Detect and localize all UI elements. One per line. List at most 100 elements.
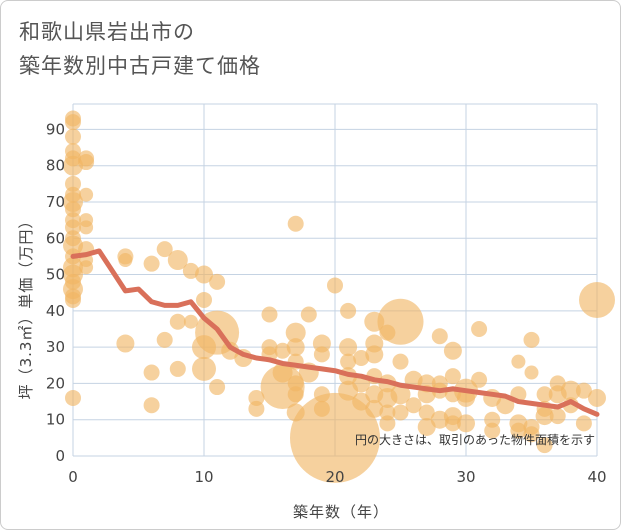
bubble-point bbox=[221, 341, 240, 360]
size-note: 円の大きさは、取引のあった物件面積を示す bbox=[355, 432, 595, 447]
bubble-point bbox=[261, 306, 278, 323]
bubble-point bbox=[575, 415, 592, 432]
bubble-point bbox=[65, 291, 81, 308]
bubble-point bbox=[209, 379, 226, 396]
bubble-point bbox=[169, 313, 186, 330]
y-tick-label: 10 bbox=[46, 411, 65, 429]
bubble-point bbox=[116, 334, 135, 353]
bubble-point bbox=[536, 437, 553, 454]
bubble-point bbox=[390, 384, 411, 405]
bubble-point bbox=[365, 399, 384, 418]
y-tick-label: 30 bbox=[46, 338, 65, 356]
bubble-point bbox=[274, 342, 291, 359]
y-tick-label: 0 bbox=[55, 447, 65, 465]
y-tick-labels: 0 10 20 30 40 50 60 70 80 90 bbox=[46, 120, 65, 465]
bubble-point bbox=[182, 262, 199, 279]
bubble-point bbox=[195, 265, 213, 284]
bubble-point bbox=[285, 322, 306, 343]
bubble-point bbox=[471, 320, 488, 337]
bubble-point bbox=[535, 407, 554, 426]
bubble-point bbox=[287, 215, 304, 232]
bubble-point bbox=[248, 400, 265, 417]
bubble-point bbox=[79, 260, 94, 275]
bubble-point bbox=[405, 397, 422, 414]
bubble-point bbox=[523, 426, 540, 443]
bubble-point bbox=[524, 365, 539, 380]
chart-title: 和歌山県岩出市の 築年数別中古戸建て価格 bbox=[19, 15, 261, 83]
y-tick-label: 70 bbox=[46, 193, 65, 211]
chart-title-line-1: 和歌山県岩出市の bbox=[19, 20, 195, 44]
bubble-point bbox=[523, 331, 540, 348]
bubble-point bbox=[560, 380, 581, 401]
bubble-point bbox=[79, 187, 94, 202]
x-tick-label: 20 bbox=[325, 468, 344, 486]
bubble-point bbox=[536, 386, 553, 403]
y-tick-label: 50 bbox=[46, 266, 65, 284]
bubble-point bbox=[418, 404, 435, 421]
bubble-point bbox=[65, 389, 81, 406]
bubble-point bbox=[392, 404, 409, 421]
x-tick-label: 10 bbox=[194, 468, 213, 486]
bubble-point bbox=[65, 128, 81, 145]
x-tick-label: 30 bbox=[456, 468, 475, 486]
bubble-point bbox=[183, 314, 198, 329]
trend-line bbox=[70, 248, 600, 417]
y-tick-label: 60 bbox=[46, 229, 65, 247]
bubble-point bbox=[431, 328, 448, 345]
y-axis-label: 坪（3.3㎡）単価（万円） bbox=[17, 213, 35, 400]
bubble-point bbox=[143, 397, 160, 414]
bubble-point bbox=[196, 291, 212, 308]
bubble-point bbox=[588, 388, 606, 407]
bubble-point bbox=[377, 298, 424, 345]
bubble-point bbox=[340, 302, 357, 319]
bubble-point bbox=[575, 382, 592, 399]
y-tick-label: 90 bbox=[46, 120, 65, 138]
bubble-point bbox=[365, 345, 384, 364]
bubble-point bbox=[209, 273, 226, 290]
x-axis-label: 築年数（年） bbox=[293, 503, 389, 521]
bubble-point bbox=[443, 341, 462, 360]
bubble-point bbox=[156, 331, 173, 348]
bubble-point bbox=[444, 368, 461, 385]
bubble-point bbox=[379, 415, 396, 432]
bubble-point bbox=[353, 350, 370, 367]
y-tick-label: 80 bbox=[46, 157, 65, 175]
bubble-point bbox=[327, 277, 343, 294]
bubble-point bbox=[510, 422, 527, 439]
bubble-point bbox=[143, 255, 160, 272]
bubble-point bbox=[78, 154, 95, 171]
bubble-point bbox=[169, 360, 186, 377]
bubble-point bbox=[313, 346, 330, 363]
bubble-point bbox=[511, 354, 526, 369]
bubble-point bbox=[352, 392, 371, 411]
x-tick-label: 0 bbox=[68, 468, 78, 486]
bubble-point bbox=[156, 241, 173, 258]
bubble-point bbox=[290, 392, 380, 483]
chart-title-line-2: 築年数別中古戸建て価格 bbox=[19, 54, 261, 78]
bubble-point bbox=[118, 253, 133, 268]
bubble-point bbox=[300, 306, 317, 323]
x-tick-label: 40 bbox=[587, 468, 606, 486]
bubble-point bbox=[340, 353, 357, 370]
bubble-point bbox=[484, 422, 501, 439]
bubble-point bbox=[79, 220, 94, 235]
bubble-point bbox=[579, 281, 615, 318]
bubble-point bbox=[167, 250, 188, 271]
bubble-point bbox=[549, 408, 566, 425]
y-tick-label: 40 bbox=[46, 302, 65, 320]
bubble-point bbox=[192, 356, 216, 381]
bubble-point bbox=[339, 338, 358, 357]
bubble-point bbox=[392, 353, 409, 370]
bubble-point bbox=[286, 338, 305, 357]
bubble-point bbox=[63, 155, 83, 176]
y-tick-label: 20 bbox=[46, 374, 65, 392]
bubble-point bbox=[471, 371, 488, 388]
bubble-point bbox=[143, 364, 160, 381]
bubble-point bbox=[457, 414, 475, 433]
bubble-point bbox=[287, 386, 304, 403]
x-tick-labels: 0 10 20 30 40 bbox=[68, 468, 606, 486]
bubbles bbox=[63, 110, 615, 483]
bubble-point bbox=[65, 114, 81, 131]
